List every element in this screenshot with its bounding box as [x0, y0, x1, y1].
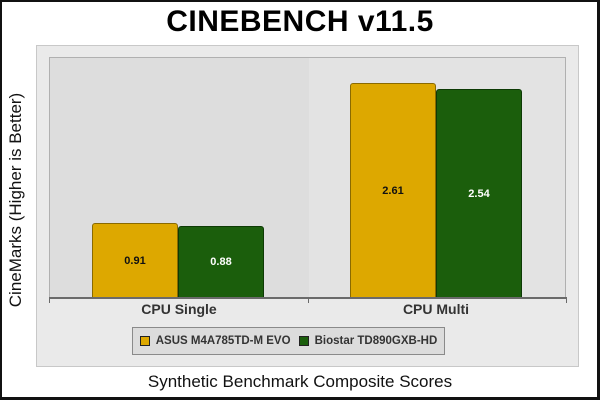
legend-item-asus: ASUS M4A785TD-M EVO [139, 335, 291, 347]
legend-label-biostar: Biostar TD890GXB-HD [314, 335, 438, 347]
x-axis-tick [566, 298, 567, 303]
bar-cpu-single-biostar: 0.88 [178, 226, 264, 298]
bar-value-label: 0.88 [210, 256, 232, 268]
category-label-cpu-multi: CPU Multi [402, 301, 470, 317]
x-axis-tick [308, 298, 309, 303]
category-label-cpu-single: CPU Single [141, 301, 217, 317]
bar-cpu-multi-biostar: 2.54 [436, 89, 522, 298]
x-axis-label: Synthetic Benchmark Composite Scores [147, 372, 453, 391]
bar-value-label: 2.54 [468, 187, 490, 200]
bar-cpu-single-asus: 0.91 [92, 223, 178, 298]
bar-cpu-multi-asus: 2.61 [350, 83, 436, 298]
legend-swatch-asus [139, 336, 150, 346]
bar-value-label: 2.61 [382, 184, 404, 197]
legend: ASUS M4A785TD-M EVO Biostar TD890GXB-HD [132, 327, 445, 355]
x-axis-tick [49, 298, 50, 303]
legend-label-asus: ASUS M4A785TD-M EVO [155, 335, 291, 347]
legend-item-biostar: Biostar TD890GXB-HD [298, 335, 438, 347]
chart-title: CINEBENCH v11.5 [166, 5, 434, 38]
legend-swatch-biostar [298, 336, 309, 346]
bar-value-label: 0.91 [124, 254, 146, 267]
y-axis-label: CineMarks (Higher is Better) [6, 92, 25, 308]
